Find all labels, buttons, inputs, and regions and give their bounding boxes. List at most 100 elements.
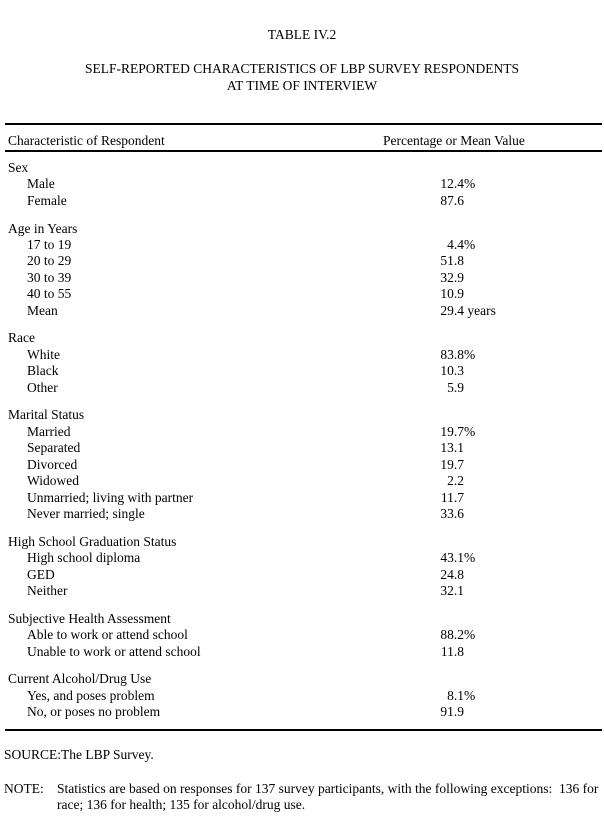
row-label: 20 to 29 — [27, 253, 72, 269]
row-label: Male — [27, 176, 55, 192]
section-header: Current Alcohol/Drug Use — [8, 671, 152, 687]
row-value: 88.2% — [438, 627, 475, 643]
value-number: 88.2 — [440, 627, 464, 643]
section-header: Sex — [8, 160, 29, 175]
value-number: 8.1 — [447, 687, 464, 703]
row-label: Married — [27, 423, 71, 439]
row-value: 4.4% — [438, 237, 475, 253]
row-value: 19.7% — [438, 424, 475, 440]
value-suffix: years — [464, 302, 496, 318]
row-label: Mean — [27, 302, 58, 318]
row-label: Black — [27, 363, 59, 379]
table-row: Other 5.9 — [0, 380, 604, 396]
value-suffix: % — [464, 687, 476, 703]
column-header-characteristic: Characteristic of Respondent — [8, 133, 165, 148]
row-label: 40 to 55 — [27, 286, 72, 302]
value-number: 29.4 — [440, 302, 464, 318]
table-row: 40 to 55 10.9 — [0, 286, 604, 302]
row-label: 17 to 19 — [27, 237, 72, 252]
table-row: Able to work or attend school 88.2% — [0, 627, 604, 643]
row-value: 2.2 — [438, 473, 464, 489]
table-row: 20 to 29 51.8 — [0, 253, 604, 269]
table-row: Neither 32.1 — [0, 583, 604, 599]
row-value: 32.9 — [438, 270, 464, 286]
table-section: Current Alcohol/Drug Use Yes, and poses p… — [0, 671, 604, 720]
table-row: Black 10.3 — [0, 363, 604, 379]
column-header-percentage: Percentage or Mean Value — [383, 133, 525, 148]
table-section: High School Graduation Status High school… — [0, 534, 604, 600]
table-row: Unmarried; living with partner 11.7 — [0, 490, 604, 506]
row-value: 11.8 — [438, 644, 464, 660]
source-label: SOURCE: — [4, 747, 62, 762]
table-section: Marital Status Married 19.7% Separated 13.1 D… — [0, 407, 604, 522]
value-suffix: % — [464, 550, 476, 566]
table-row: Never married; single 33.6 — [0, 506, 604, 522]
value-suffix: % — [464, 627, 476, 643]
table-section: Age in Years 17 to 19 4.4% 20 to 29 51.8 30 t… — [0, 221, 604, 320]
table-row: Widowed 2.2 — [0, 473, 604, 489]
table-body: Sex Male 12.4% Female 87.6 Age in Years 17 to … — [0, 160, 604, 732]
table-row: GED 24.8 — [0, 567, 604, 583]
section-header: Race — [8, 330, 35, 346]
table-row: 17 to 19 4.4% — [0, 237, 604, 253]
row-value: 13.1 — [438, 440, 464, 456]
value-number: 83.8 — [440, 346, 464, 362]
row-value: 8.1% — [438, 688, 475, 704]
value-number: 5.9 — [447, 379, 464, 395]
table-row: Separated 13.1 — [0, 440, 604, 456]
table-title: SELF-REPORTED CHARACTERISTICS OF LBP SUR… — [0, 61, 604, 94]
row-value: 43.1% — [438, 550, 475, 566]
section-header: Marital Status — [8, 407, 85, 423]
row-value: 91.9 — [438, 704, 464, 720]
row-label: Unmarried; living with partner — [27, 489, 194, 505]
value-number: 11.8 — [440, 643, 464, 659]
value-number: 91.9 — [440, 704, 464, 720]
row-value: 24.8 — [438, 567, 464, 583]
table-number: TABLE IV.2 — [267, 27, 337, 42]
row-label: GED — [27, 566, 55, 582]
row-value: 19.7 — [438, 457, 464, 473]
section-header: Age in Years — [8, 220, 78, 236]
source-note: SOURCE: The LBP Survey. — [4, 747, 154, 763]
value-number: 33.6 — [440, 506, 464, 522]
row-value: 12.4% — [438, 176, 475, 192]
value-number: 43.1 — [440, 550, 464, 566]
row-label: Female — [27, 192, 67, 208]
value-number: 13.1 — [440, 440, 464, 456]
row-label: 30 to 39 — [27, 269, 72, 285]
row-value: 51.8 — [438, 253, 464, 269]
row-value: 10.3 — [438, 363, 464, 379]
row-label: White — [27, 346, 60, 362]
value-number: 2.2 — [447, 473, 464, 489]
value-number: 10.9 — [440, 286, 464, 302]
row-label: Other — [27, 379, 58, 395]
table-row: No, or poses no problem 91.9 — [0, 704, 604, 720]
table-row: White 83.8% — [0, 347, 604, 363]
table-row: High school diploma 43.1% — [0, 550, 604, 566]
row-value: 29.4 years — [438, 302, 496, 319]
value-suffix: % — [464, 423, 476, 439]
row-label: Unable to work or attend school — [27, 643, 201, 659]
value-number: 19.7 — [440, 423, 464, 439]
value-suffix: % — [464, 346, 476, 362]
table-top-rule — [5, 123, 602, 125]
value-number: 32.1 — [440, 583, 464, 599]
section-header: High School Graduation Status — [8, 533, 177, 549]
header-divider-rule — [5, 150, 602, 152]
value-suffix: % — [464, 237, 476, 252]
value-number: 24.8 — [440, 566, 464, 582]
value-number: 11.7 — [440, 489, 464, 505]
table-row: Mean 29.4 years — [0, 303, 604, 319]
row-value: 10.9 — [438, 286, 464, 302]
note-label: NOTE: — [4, 781, 44, 796]
note: NOTE: Statistics are based on responses … — [4, 781, 602, 813]
value-number: 10.3 — [440, 363, 464, 379]
value-number: 19.7 — [440, 456, 464, 472]
value-number: 87.6 — [440, 192, 464, 208]
table-title-line1: SELF-REPORTED CHARACTERISTICS OF LBP SUR… — [84, 61, 520, 76]
row-value: 5.9 — [438, 380, 464, 396]
table-bottom-rule — [5, 729, 602, 731]
value-suffix: % — [464, 176, 476, 192]
value-number: 32.9 — [440, 269, 464, 285]
